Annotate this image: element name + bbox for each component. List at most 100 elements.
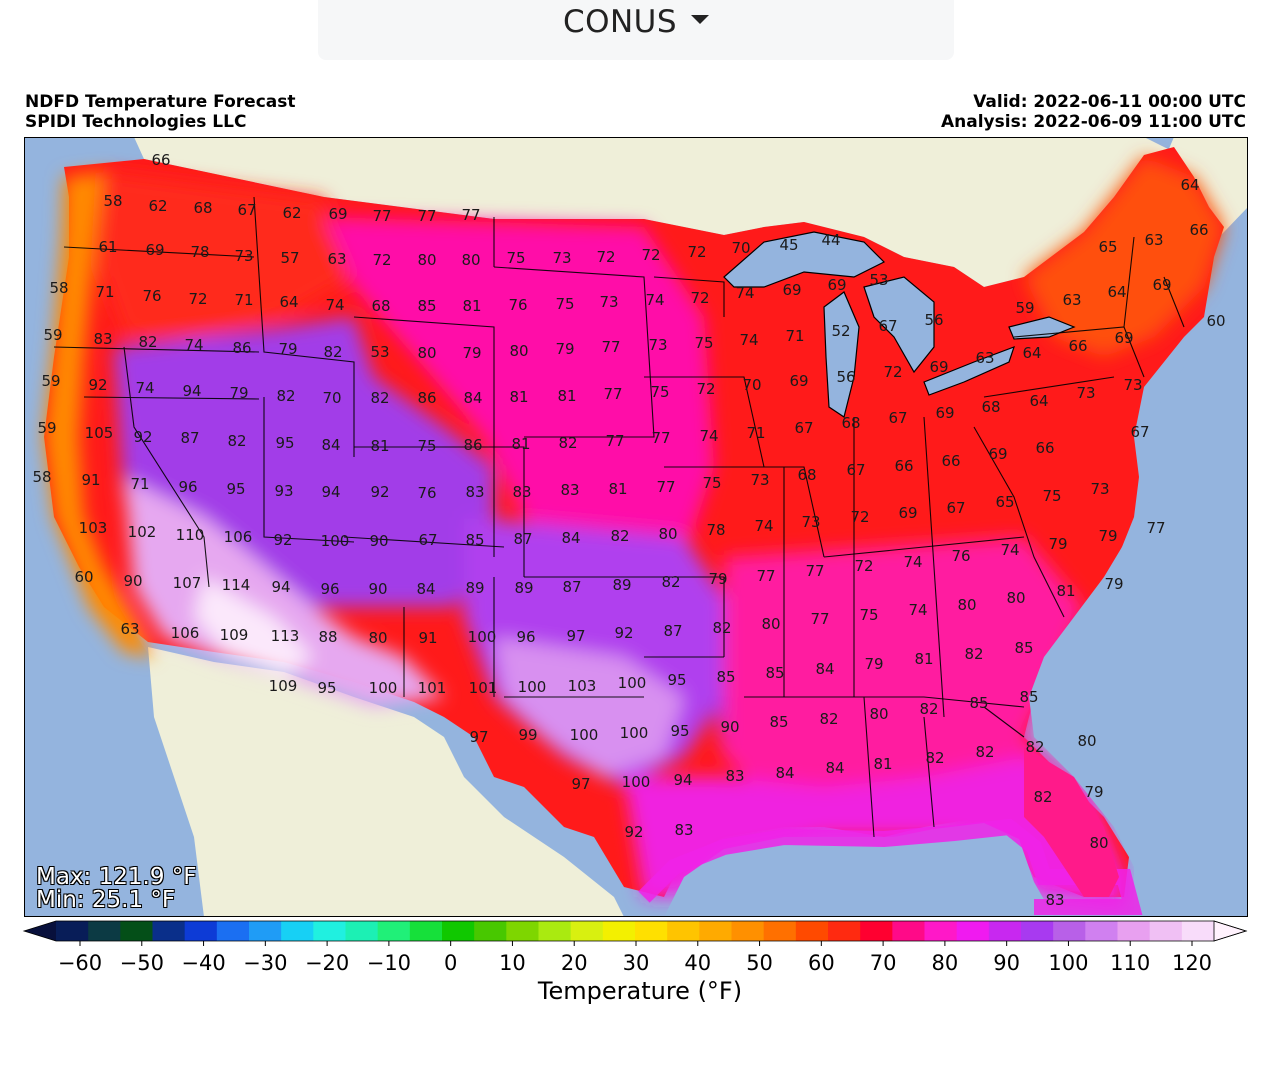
colorbar-cell (667, 921, 700, 941)
temperature-label: 84 (825, 759, 844, 777)
colorbar-tick-label: 40 (684, 951, 711, 975)
temperature-label: 92 (273, 531, 292, 549)
temperature-label: 90 (368, 580, 387, 598)
temperature-label: 100 (618, 674, 647, 692)
temperature-label: 86 (463, 436, 482, 454)
temperature-label: 80 (658, 525, 677, 543)
temperature-label: 83 (465, 483, 484, 501)
temperature-label: 79 (555, 340, 574, 358)
colorbar-cell (249, 921, 282, 941)
temperature-label: 64 (1029, 392, 1048, 410)
colorbar-cell (377, 921, 411, 941)
temperature-label: 72 (372, 251, 391, 269)
temperature-label: 74 (325, 296, 344, 314)
temperature-label: 70 (742, 376, 761, 394)
temperature-label: 60 (74, 568, 93, 586)
temperature-label: 69 (328, 205, 347, 223)
temperature-label: 80 (417, 344, 436, 362)
region-selector-label[interactable]: CONUS (318, 4, 954, 40)
temperature-label: 80 (368, 629, 387, 647)
temperature-label: 82 (661, 573, 680, 591)
temperature-label: 89 (514, 579, 533, 597)
temperature-label: 73 (801, 513, 820, 531)
temperature-label: 87 (663, 622, 682, 640)
temperature-label: 90 (123, 572, 142, 590)
canada-land-2 (64, 137, 1149, 287)
temperature-label: 63 (1144, 231, 1163, 249)
temperature-label: 66 (1068, 337, 1087, 355)
temperature-label: 77 (461, 206, 480, 224)
coastal-water-band (638, 818, 1143, 915)
colorbar-cell (988, 921, 1022, 941)
temperature-label: 82 (138, 333, 157, 351)
temperature-label: 97 (571, 775, 590, 793)
temperature-label: 72 (188, 290, 207, 308)
temperature-label: 66 (1189, 221, 1208, 239)
temperature-label: 84 (416, 580, 435, 598)
temperature-label: 66 (151, 151, 170, 169)
zone-coast-orange (44, 172, 154, 657)
temperature-label: 73 (234, 247, 253, 265)
temperature-label: 100 (321, 532, 350, 550)
colorbar-cell (313, 921, 347, 941)
temperature-label: 102 (128, 523, 157, 541)
temperature-label: 72 (641, 246, 660, 264)
colorbar-tick-label: 50 (746, 951, 773, 975)
temperature-label: 75 (1042, 487, 1061, 505)
temperature-label: 64 (1022, 344, 1041, 362)
temperature-label: 64 (1180, 176, 1199, 194)
temperature-label: 81 (462, 297, 481, 315)
temperature-label: 81 (511, 435, 530, 453)
temperature-label: 68 (193, 199, 212, 217)
temperature-label: 81 (509, 388, 528, 406)
temperature-label: 74 (735, 284, 754, 302)
temperature-label: 64 (1107, 283, 1126, 301)
temperature-label: 92 (133, 428, 152, 446)
temperature-label: 85 (465, 531, 484, 549)
temperature-label: 82 (712, 619, 731, 637)
temperature-label: 69 (789, 372, 808, 390)
temperature-label: 96 (320, 580, 339, 598)
colorbar-tick-label: −60 (58, 951, 102, 975)
zone-southwest-lilac (124, 477, 444, 707)
temperature-label: 45 (779, 236, 798, 254)
temperature-label: 91 (81, 471, 100, 489)
lake-erie (923, 345, 1015, 396)
temperature-label: 65 (1098, 238, 1117, 256)
temperature-label: 89 (465, 579, 484, 597)
colorbar-cell (538, 921, 572, 941)
temperature-label: 83 (1045, 891, 1064, 909)
temperature-label: 79 (1098, 527, 1117, 545)
temperature-label: 69 (145, 241, 164, 259)
temperature-label: 62 (148, 197, 167, 215)
temperature-label: 68 (841, 414, 860, 432)
temperature-label: 109 (269, 677, 298, 695)
colorbar-cell (1181, 921, 1215, 941)
temperature-label: 101 (469, 679, 498, 697)
colorbar-cell (731, 921, 765, 941)
temperature-label: 82 (276, 387, 295, 405)
colorbar-frame (22, 920, 1248, 942)
temperature-label: 68 (981, 398, 1000, 416)
colorbar-tick-label: −30 (243, 951, 287, 975)
temperature-label: 82 (964, 645, 983, 663)
temperature-label: 81 (557, 387, 576, 405)
region-selector[interactable]: CONUS (318, 0, 954, 60)
temperature-label: 77 (372, 207, 391, 225)
zone-texas-lilac (494, 637, 684, 777)
temperature-label: 77 (810, 610, 829, 628)
colorbar-tick-label: 70 (870, 951, 897, 975)
temperature-label: 90 (369, 532, 388, 550)
temperature-label: 63 (120, 620, 139, 638)
temperature-label: 44 (821, 231, 840, 249)
temperature-label: 76 (417, 484, 436, 502)
temperature-label: 83 (512, 483, 531, 501)
colorbar-tick-label: −20 (305, 951, 349, 975)
region-selector-value: CONUS (562, 4, 678, 40)
temperature-label: 79 (1084, 783, 1103, 801)
colorbar-cell (442, 921, 475, 941)
temperature-label: 85 (765, 664, 784, 682)
temperature-label: 67 (888, 409, 907, 427)
temperature-label: 56 (836, 368, 855, 386)
temperature-label: 81 (370, 437, 389, 455)
